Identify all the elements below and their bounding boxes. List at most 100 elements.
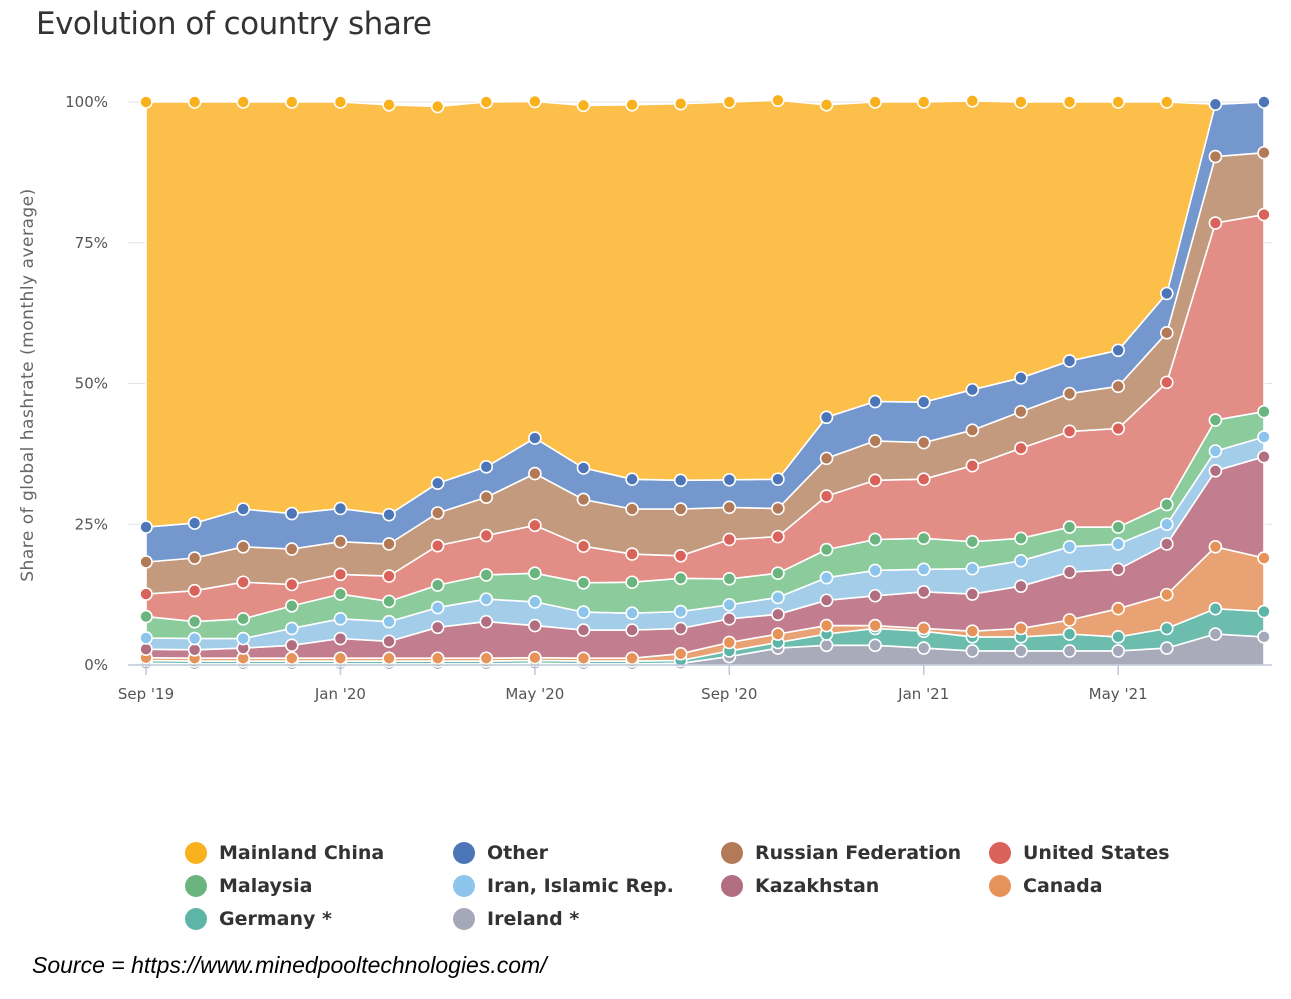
legend-marker bbox=[185, 842, 207, 864]
point-iran-islamic-rep bbox=[819, 570, 834, 585]
point-canada bbox=[1111, 601, 1125, 616]
point-malaysia bbox=[819, 542, 834, 557]
point-kazakhstan bbox=[819, 593, 834, 608]
point-kazakhstan bbox=[771, 607, 785, 622]
point-ireland bbox=[916, 641, 931, 655]
point-ireland bbox=[1257, 630, 1271, 644]
legend-item-germany[interactable]: Germany * bbox=[185, 904, 332, 934]
point-iran-islamic-rep bbox=[1014, 554, 1028, 568]
point-malaysia bbox=[1014, 531, 1028, 546]
point-germany bbox=[1257, 604, 1271, 619]
point-kazakhstan bbox=[139, 642, 153, 657]
point-malaysia bbox=[430, 578, 445, 592]
point-malaysia bbox=[479, 568, 494, 582]
point-russian-federation bbox=[528, 466, 542, 481]
point-malaysia bbox=[916, 531, 931, 546]
point-russian-federation bbox=[1257, 145, 1271, 160]
legend-label: Canada bbox=[1023, 875, 1103, 897]
point-kazakhstan bbox=[576, 623, 591, 637]
point-mainland-china bbox=[479, 95, 494, 109]
x-tick-label: Jan '21 bbox=[897, 685, 949, 703]
legend-item-united-states[interactable]: United States bbox=[989, 838, 1170, 868]
point-russian-federation bbox=[1111, 379, 1125, 394]
legend-item-malaysia[interactable]: Malaysia bbox=[185, 871, 313, 901]
point-united-states bbox=[236, 575, 251, 590]
legend-item-iran-islamic-rep[interactable]: Iran, Islamic Rep. bbox=[453, 871, 674, 901]
point-iran-islamic-rep bbox=[722, 597, 737, 612]
point-russian-federation bbox=[236, 539, 251, 554]
point-kazakhstan bbox=[673, 621, 688, 636]
point-iran-islamic-rep bbox=[771, 590, 785, 605]
legend-label: Kazakhstan bbox=[755, 875, 880, 897]
point-malaysia bbox=[576, 576, 591, 590]
point-canada bbox=[771, 627, 785, 641]
point-iran-islamic-rep bbox=[868, 563, 882, 578]
point-malaysia bbox=[1062, 520, 1077, 534]
point-united-states bbox=[1208, 216, 1223, 230]
point-mainland-china bbox=[528, 94, 542, 109]
point-mainland-china bbox=[916, 95, 931, 109]
point-canada bbox=[528, 650, 542, 665]
point-united-states bbox=[382, 569, 396, 583]
point-canada bbox=[916, 621, 931, 636]
point-malaysia bbox=[625, 575, 639, 590]
point-mainland-china bbox=[576, 98, 591, 113]
point-russian-federation bbox=[1208, 149, 1223, 164]
legend-item-ireland[interactable]: Ireland * bbox=[453, 904, 579, 934]
point-russian-federation bbox=[139, 555, 153, 569]
point-mainland-china bbox=[430, 99, 445, 114]
point-other bbox=[479, 460, 494, 474]
legend-item-kazakhstan[interactable]: Kazakhstan bbox=[721, 871, 879, 901]
point-kazakhstan bbox=[1014, 579, 1028, 593]
point-iran-islamic-rep bbox=[382, 614, 396, 629]
point-malaysia bbox=[139, 609, 153, 624]
point-canada bbox=[576, 651, 591, 666]
point-russian-federation bbox=[722, 500, 737, 515]
point-united-states bbox=[965, 458, 980, 473]
point-other bbox=[236, 502, 251, 516]
legend-marker bbox=[185, 875, 207, 897]
point-ireland bbox=[1062, 644, 1077, 658]
point-iran-islamic-rep bbox=[1159, 517, 1174, 532]
point-malaysia bbox=[1159, 497, 1174, 512]
point-other bbox=[382, 507, 396, 522]
point-united-states bbox=[430, 538, 445, 553]
legend-label: Russian Federation bbox=[755, 842, 962, 864]
y-tick-label: 75% bbox=[75, 234, 108, 252]
legend-item-russian-federation[interactable]: Russian Federation bbox=[721, 838, 961, 868]
point-united-states bbox=[673, 548, 688, 563]
point-ireland bbox=[1159, 641, 1174, 655]
point-ireland bbox=[965, 644, 980, 658]
point-iran-islamic-rep bbox=[1111, 537, 1125, 551]
point-canada bbox=[868, 618, 882, 633]
point-kazakhstan bbox=[430, 620, 445, 635]
point-other bbox=[819, 410, 834, 425]
point-other bbox=[916, 395, 931, 409]
legend-item-mainland-china[interactable]: Mainland China bbox=[185, 838, 384, 868]
point-kazakhstan bbox=[333, 631, 348, 646]
point-kazakhstan bbox=[479, 614, 494, 629]
stacked-areas bbox=[145, 99, 1265, 666]
point-iran-islamic-rep bbox=[1257, 430, 1271, 444]
point-russian-federation bbox=[1159, 326, 1174, 340]
point-kazakhstan bbox=[916, 585, 931, 599]
x-tick-label: May '21 bbox=[1089, 685, 1148, 703]
point-united-states bbox=[528, 518, 542, 533]
y-tick-label: 50% bbox=[75, 375, 108, 393]
point-russian-federation bbox=[625, 502, 639, 516]
legend-item-canada[interactable]: Canada bbox=[989, 871, 1103, 901]
point-russian-federation bbox=[965, 423, 980, 438]
point-other bbox=[528, 431, 542, 445]
legend-marker bbox=[721, 875, 743, 897]
point-canada bbox=[1208, 539, 1223, 554]
x-tick-label: Sep '20 bbox=[701, 685, 757, 703]
point-canada bbox=[285, 651, 299, 666]
point-malaysia bbox=[1208, 413, 1223, 427]
chart-area[interactable]: 0% 25% 50% 75% 100% Sep '19 Jan '20 May '20 Sep … bbox=[0, 0, 1291, 830]
point-russian-federation bbox=[916, 435, 931, 450]
legend-item-other[interactable]: Other bbox=[453, 838, 548, 868]
point-other bbox=[1111, 343, 1125, 358]
point-malaysia bbox=[722, 572, 737, 586]
point-malaysia bbox=[528, 566, 542, 581]
point-other bbox=[1159, 286, 1174, 301]
